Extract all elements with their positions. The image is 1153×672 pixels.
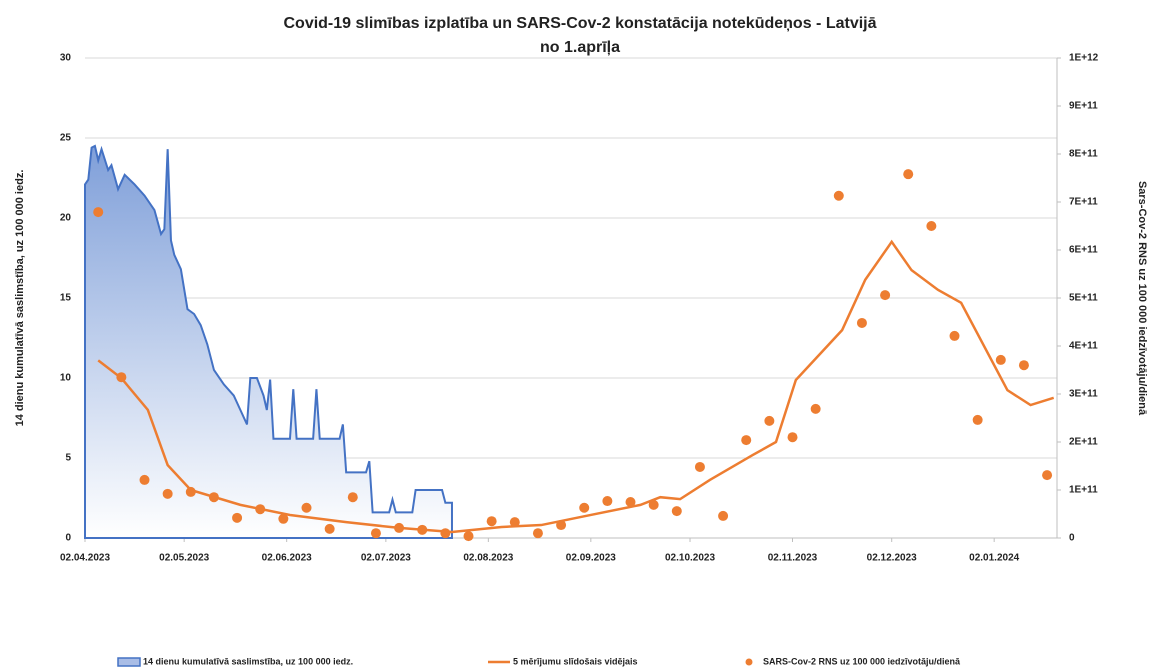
y2-tick-label: 0 (1069, 533, 1075, 544)
x-tick-label: 02.11.2023 (768, 553, 818, 564)
legend-swatch (745, 658, 753, 666)
y2-tick-label: 2E+11 (1069, 437, 1098, 448)
scatter-point (440, 528, 451, 539)
line (97, 239, 1055, 534)
scatter-point (162, 488, 173, 499)
y-axis-title: 14 dienu kumulatīvā saslimstība, uz 100 … (14, 170, 26, 427)
y-tick-label: 30 (60, 53, 72, 64)
y-tick-label: 5 (65, 453, 71, 464)
scatter-point (648, 499, 659, 510)
scatter-point (486, 516, 497, 527)
scatter-point (995, 354, 1006, 365)
scatter-point (903, 169, 914, 180)
y2-tick-label: 5E+11 (1069, 293, 1098, 304)
scatter-point (833, 190, 844, 201)
scatter-point (602, 496, 613, 507)
scatter-point (556, 520, 567, 531)
x-tick-label: 02.04.2023 (60, 553, 110, 564)
scatter-point (856, 317, 867, 328)
y-tick-label: 20 (60, 213, 72, 224)
y2-tick-label: 6E+11 (1069, 245, 1098, 256)
area (84, 144, 453, 539)
chart-subtitle: no 1.aprīļa (540, 39, 620, 56)
y2-axis-title: Sars-Cov-2 RNS uz 100 000 iedzīvotāju/di… (1136, 181, 1148, 416)
y2-tick-label: 1E+12 (1069, 53, 1099, 64)
y2-tick-label: 8E+11 (1069, 149, 1098, 160)
scatter-point (208, 492, 219, 503)
scatter-point (509, 517, 520, 528)
scatter-point (625, 497, 636, 507)
x-tick-label: 02.12.2023 (867, 553, 917, 564)
scatter-point (787, 432, 798, 443)
scatter-point (972, 414, 983, 425)
y2-tick-label: 4E+11 (1069, 341, 1098, 352)
scatter-point (232, 512, 243, 523)
scatter-point (116, 372, 127, 383)
scatter-point (394, 522, 405, 533)
x-tick-label: 02.06.2023 (262, 553, 312, 564)
scatter-point (463, 531, 474, 542)
scatter-point (764, 415, 775, 426)
scatter-point (671, 506, 682, 517)
scatter-point (417, 524, 428, 535)
x-tick-label: 02.08.2023 (463, 553, 513, 564)
y2-tick-label: 7E+11 (1069, 197, 1098, 208)
chart-title: Covid-19 slimības izplatība un SARS-Cov-… (283, 15, 876, 32)
scatter-point (278, 513, 289, 524)
legend-swatch (117, 657, 141, 667)
scatter-point (926, 221, 937, 231)
x-tick-label: 02.09.2023 (566, 553, 616, 564)
x-tick-label: 02.07.2023 (361, 553, 411, 564)
y-tick-label: 10 (60, 373, 72, 384)
scatter-point (741, 435, 752, 446)
y2-tick-label: 9E+11 (1069, 101, 1098, 112)
legend-label: SARS-Cov-2 RNS uz 100 000 iedzīvotāju/di… (763, 656, 961, 666)
scatter-point (579, 502, 590, 513)
scatter-point (810, 403, 821, 414)
scatter-point (532, 528, 543, 539)
legend-label: 14 dienu kumulatīvā saslimstība, uz 100 … (143, 656, 353, 666)
scatter-point (694, 461, 705, 472)
x-tick-label: 02.10.2023 (665, 553, 715, 564)
scatter-point (347, 492, 358, 503)
scatter-point (370, 528, 381, 539)
scatter-point (93, 207, 104, 218)
scatter-point (255, 504, 266, 515)
scatter-point (324, 523, 335, 534)
scatter-point (1018, 360, 1029, 371)
scatter-point (139, 474, 150, 485)
scatter-point (949, 330, 960, 341)
scatter-point (718, 510, 729, 521)
y-tick-label: 0 (65, 533, 71, 544)
x-tick-label: 02.05.2023 (159, 553, 209, 564)
y2-tick-label: 1E+11 (1069, 485, 1098, 496)
y2-tick-label: 3E+11 (1069, 389, 1098, 400)
scatter-point (301, 502, 312, 513)
scatter-point (185, 486, 196, 497)
x-tick-label: 02.01.2024 (969, 553, 1019, 564)
legend-label: 5 mērījumu slīdošais vidējais (513, 656, 638, 666)
y-tick-label: 15 (60, 293, 72, 304)
scatter-point (880, 290, 891, 301)
scatter-point (1042, 470, 1053, 481)
y-tick-label: 25 (60, 133, 72, 144)
